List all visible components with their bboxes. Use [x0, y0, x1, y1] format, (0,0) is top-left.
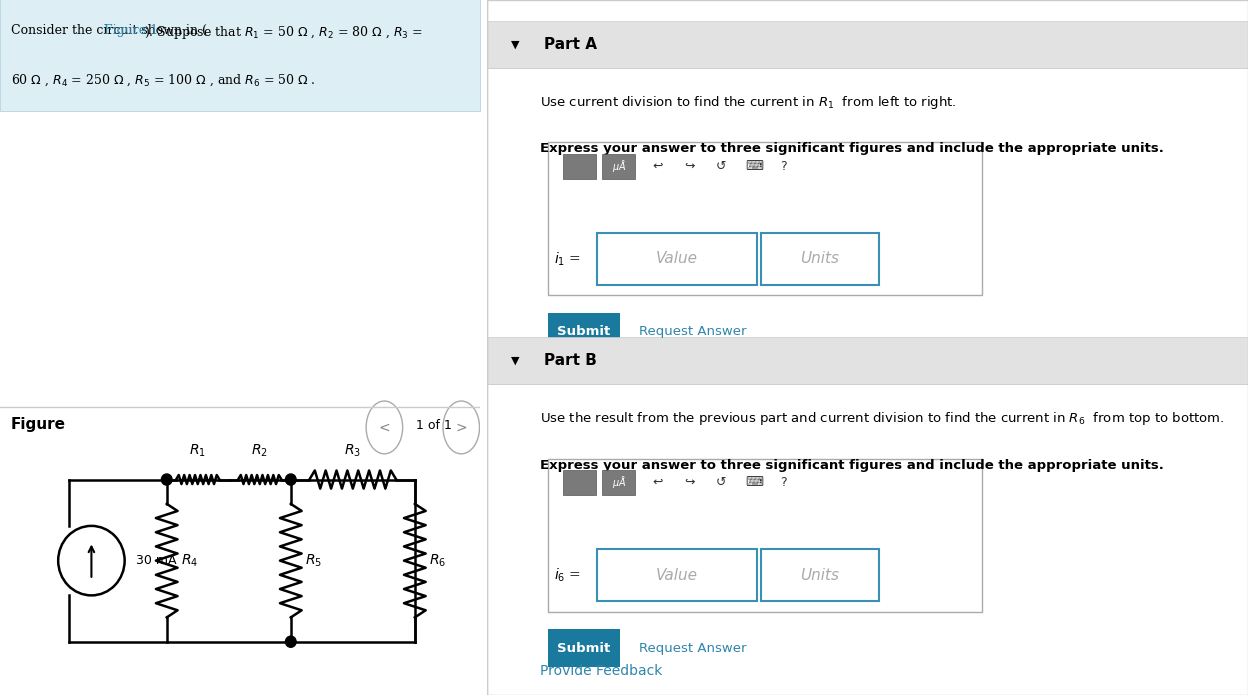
- Text: Consider the circuit shown in (: Consider the circuit shown in (: [10, 24, 207, 38]
- Text: $i_1$ =: $i_1$ =: [554, 250, 580, 268]
- Bar: [487, 337, 1248, 384]
- Bar: [603, 470, 635, 495]
- Bar: [548, 142, 981, 295]
- Text: ). Suppose that $R_1$ = 50 $\Omega$ , $R_2$ = 80 $\Omega$ , $R_3$ =: ). Suppose that $R_1$ = 50 $\Omega$ , $R…: [144, 24, 423, 41]
- Text: $R_2$: $R_2$: [251, 442, 268, 459]
- Text: Value: Value: [656, 252, 698, 266]
- Bar: [563, 470, 595, 495]
- Text: Figure 1: Figure 1: [105, 24, 158, 38]
- Text: ▼: ▼: [512, 40, 520, 49]
- Text: 30 mA: 30 mA: [136, 554, 176, 567]
- Text: Use current division to find the current in $R_1$  from left to right.: Use current division to find the current…: [540, 94, 957, 111]
- Text: Units: Units: [800, 252, 839, 266]
- Text: Part B: Part B: [544, 353, 597, 368]
- Text: 60 $\Omega$ , $R_4$ = 250 $\Omega$ , $R_5$ = 100 $\Omega$ , and $R_6$ = 50 $\Ome: 60 $\Omega$ , $R_4$ = 250 $\Omega$ , $R_…: [10, 73, 316, 88]
- Text: ↪: ↪: [685, 160, 695, 172]
- Text: Use the result from the previous part and current division to find the current i: Use the result from the previous part an…: [540, 410, 1224, 427]
- Bar: [597, 549, 758, 601]
- Bar: [761, 549, 879, 601]
- Text: $R_6$: $R_6$: [429, 553, 446, 569]
- Text: ⌨: ⌨: [746, 476, 764, 489]
- Bar: [0, 0, 480, 111]
- Circle shape: [161, 474, 172, 485]
- Text: Figure: Figure: [10, 417, 66, 432]
- Bar: [487, 21, 1248, 68]
- Text: ↪: ↪: [685, 476, 695, 489]
- Bar: [548, 629, 620, 667]
- Text: <: <: [378, 420, 391, 434]
- Bar: [761, 233, 879, 285]
- Text: ⌨: ⌨: [746, 160, 764, 172]
- Text: ↩: ↩: [653, 160, 663, 172]
- Text: Request Answer: Request Answer: [639, 325, 746, 338]
- Text: >: >: [456, 420, 467, 434]
- Text: $i_6$ =: $i_6$ =: [554, 566, 580, 584]
- Text: ?: ?: [780, 476, 787, 489]
- Text: $\mu\AA$: $\mu\AA$: [612, 158, 626, 174]
- Text: $R_5$: $R_5$: [305, 553, 322, 569]
- Text: Value: Value: [656, 568, 698, 582]
- Text: Submit: Submit: [557, 325, 610, 338]
- Text: Express your answer to three significant figures and include the appropriate uni: Express your answer to three significant…: [540, 459, 1164, 472]
- Text: ↺: ↺: [716, 160, 726, 172]
- Bar: [597, 233, 758, 285]
- Bar: [603, 154, 635, 179]
- Bar: [548, 313, 620, 351]
- Text: ?: ?: [780, 160, 787, 172]
- Text: Part A: Part A: [544, 37, 597, 52]
- Text: $R_4$: $R_4$: [181, 553, 198, 569]
- Bar: [548, 459, 981, 612]
- Text: $R_3$: $R_3$: [344, 442, 362, 459]
- Text: Provide Feedback: Provide Feedback: [540, 664, 663, 678]
- Text: ▼: ▼: [512, 356, 520, 366]
- Text: ↩: ↩: [653, 476, 663, 489]
- Bar: [563, 154, 595, 179]
- Text: Request Answer: Request Answer: [639, 641, 746, 655]
- Circle shape: [286, 474, 296, 485]
- Text: Units: Units: [800, 568, 839, 582]
- Text: 1 of 1: 1 of 1: [416, 419, 452, 432]
- Text: $\mu\AA$: $\mu\AA$: [612, 474, 626, 491]
- Text: $R_1$: $R_1$: [190, 442, 206, 459]
- Text: Express your answer to three significant figures and include the appropriate uni: Express your answer to three significant…: [540, 142, 1164, 156]
- Circle shape: [286, 636, 296, 647]
- Text: ↺: ↺: [716, 476, 726, 489]
- Text: Submit: Submit: [557, 641, 610, 655]
